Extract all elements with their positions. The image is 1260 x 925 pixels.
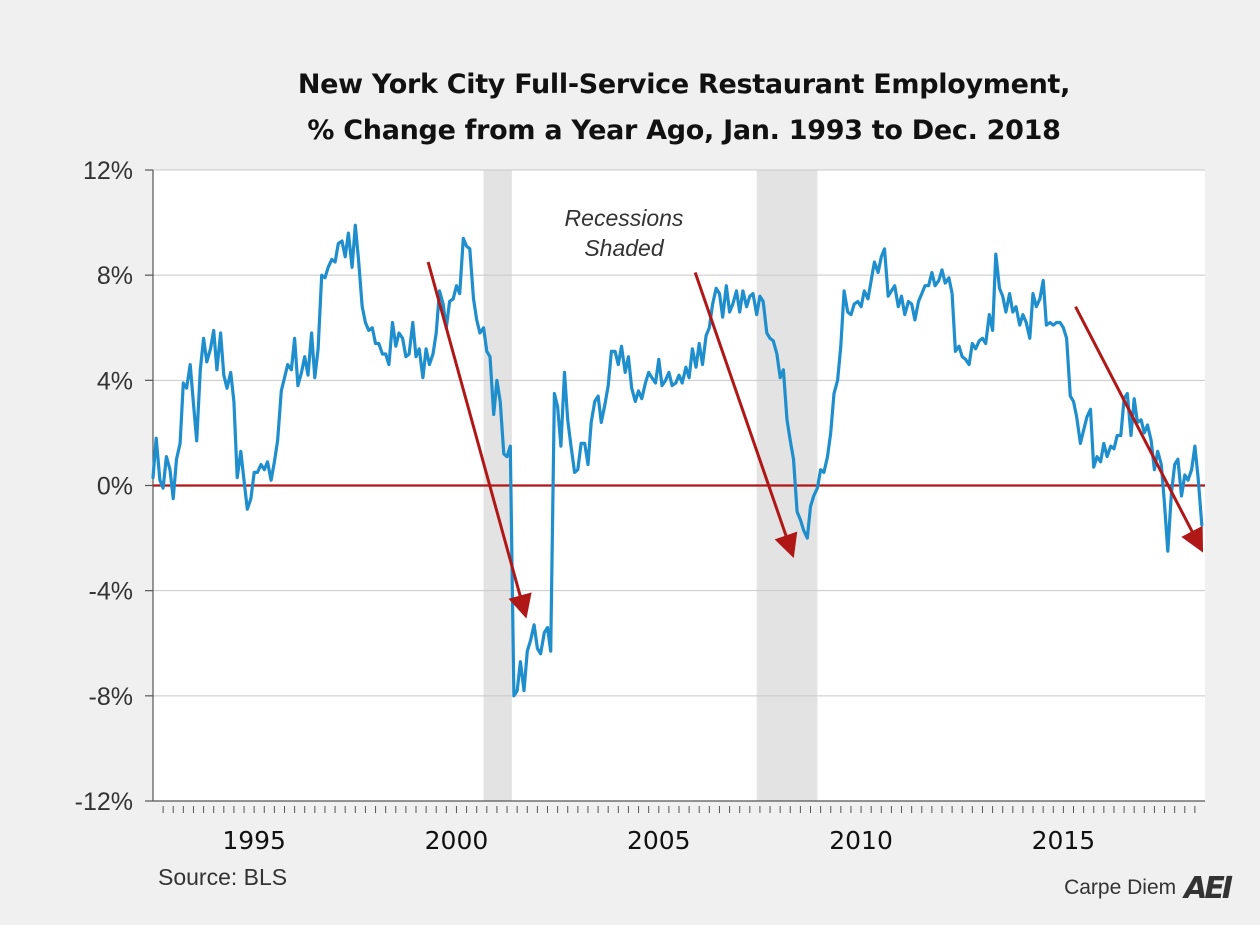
series-line <box>151 223 1204 698</box>
aei-logo: AEI <box>1184 870 1233 906</box>
y-tick-label: -4% <box>89 578 133 606</box>
chart-title: New York City Full-Service Restaurant Em… <box>0 62 1260 154</box>
trend-arrow <box>693 272 798 559</box>
brand-text: Carpe Diem <box>1064 876 1177 899</box>
source-note: Source: BLS <box>158 864 288 890</box>
trend-arrow <box>1074 306 1204 553</box>
chart-title-line-1: New York City Full-Service Restaurant Em… <box>297 69 1071 100</box>
trend-arrow <box>426 261 532 619</box>
y-tick-label: -12% <box>75 788 133 816</box>
y-tick-label: 12% <box>83 157 133 185</box>
x-tick-label: 1995 <box>222 826 286 855</box>
y-tick-label: 4% <box>97 367 133 395</box>
chart-title-line-2: % Change from a Year Ago, Jan. 1993 to D… <box>307 115 1061 146</box>
x-tick-label: 2000 <box>425 826 489 855</box>
y-tick-label: 8% <box>97 262 133 290</box>
brand: Carpe Diem AEI <box>1064 868 1233 908</box>
y-tick-label: -8% <box>89 683 133 711</box>
x-tick-label: 2015 <box>1032 826 1096 855</box>
x-tick-label: 2005 <box>627 826 691 855</box>
y-tick-label: 0% <box>97 473 133 501</box>
recession-annotation: Recessions Shaded <box>565 205 684 261</box>
x-tick-label: 2010 <box>829 826 893 855</box>
